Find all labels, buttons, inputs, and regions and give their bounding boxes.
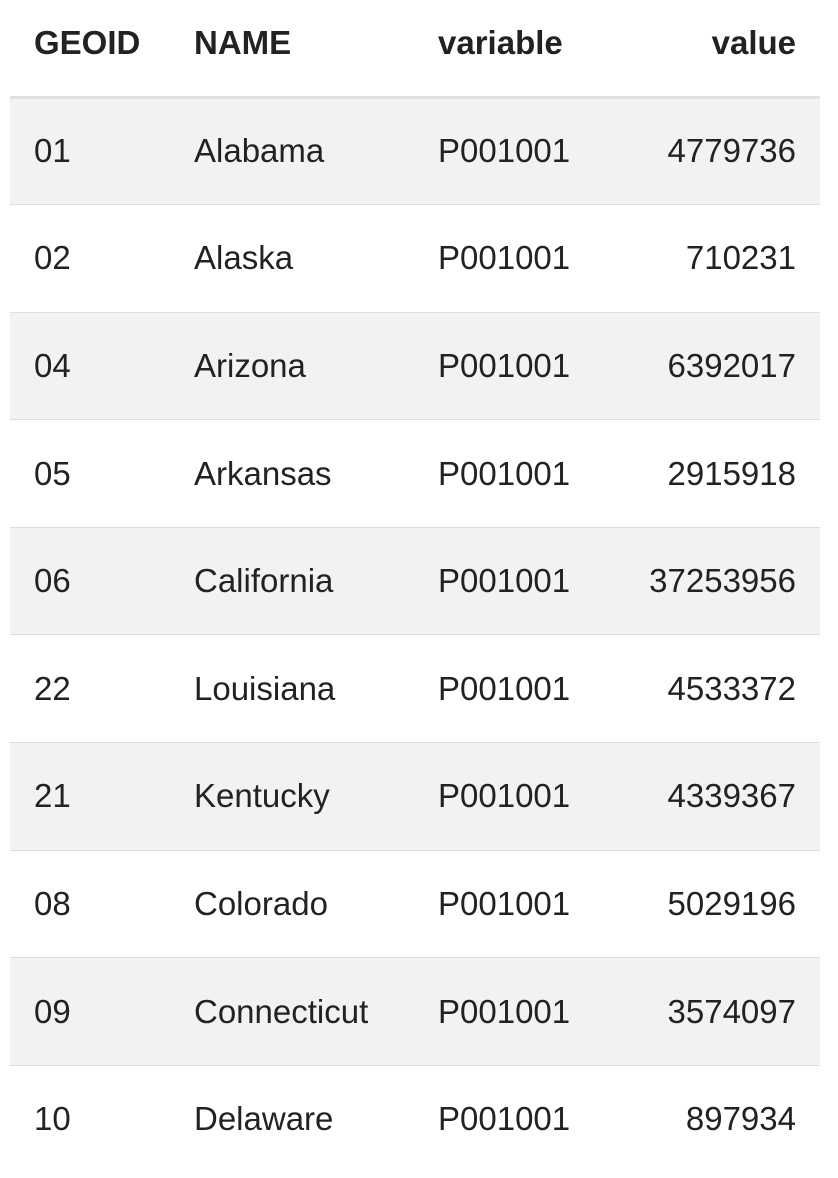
data-table: GEOID NAME variable value 01 Alabama P00… (10, 0, 820, 1173)
cell-name: Alabama (170, 97, 414, 205)
column-header-value[interactable]: value (604, 0, 820, 97)
table-row: 09 Connecticut P001001 3574097 (10, 958, 820, 1066)
cell-value: 710231 (604, 205, 820, 313)
cell-variable: P001001 (414, 743, 604, 851)
cell-value: 4779736 (604, 97, 820, 205)
column-header-variable[interactable]: variable (414, 0, 604, 97)
cell-name: Kentucky (170, 743, 414, 851)
cell-name: Arizona (170, 312, 414, 420)
cell-value: 2915918 (604, 420, 820, 528)
cell-geoid: 02 (10, 205, 170, 313)
cell-geoid: 22 (10, 635, 170, 743)
cell-name: California (170, 527, 414, 635)
cell-geoid: 04 (10, 312, 170, 420)
column-header-name[interactable]: NAME (170, 0, 414, 97)
cell-geoid: 06 (10, 527, 170, 635)
cell-variable: P001001 (414, 527, 604, 635)
cell-variable: P001001 (414, 97, 604, 205)
cell-name: Arkansas (170, 420, 414, 528)
cell-name: Louisiana (170, 635, 414, 743)
table-row: 10 Delaware P001001 897934 (10, 1065, 820, 1173)
cell-geoid: 21 (10, 743, 170, 851)
cell-value: 897934 (604, 1065, 820, 1173)
cell-value: 5029196 (604, 850, 820, 958)
cell-name: Connecticut (170, 958, 414, 1066)
table-row: 21 Kentucky P001001 4339367 (10, 743, 820, 851)
cell-variable: P001001 (414, 205, 604, 313)
cell-value: 6392017 (604, 312, 820, 420)
table-row: 08 Colorado P001001 5029196 (10, 850, 820, 958)
header-row: GEOID NAME variable value (10, 0, 820, 97)
table-row: 22 Louisiana P001001 4533372 (10, 635, 820, 743)
cell-value: 4339367 (604, 743, 820, 851)
table-row: 02 Alaska P001001 710231 (10, 205, 820, 313)
data-table-container: GEOID NAME variable value 01 Alabama P00… (10, 0, 820, 1173)
table-row: 04 Arizona P001001 6392017 (10, 312, 820, 420)
cell-geoid: 09 (10, 958, 170, 1066)
cell-geoid: 08 (10, 850, 170, 958)
cell-value: 4533372 (604, 635, 820, 743)
cell-variable: P001001 (414, 1065, 604, 1173)
cell-name: Alaska (170, 205, 414, 313)
table-body: 01 Alabama P001001 4779736 02 Alaska P00… (10, 97, 820, 1173)
cell-name: Colorado (170, 850, 414, 958)
cell-variable: P001001 (414, 635, 604, 743)
cell-name: Delaware (170, 1065, 414, 1173)
cell-value: 3574097 (604, 958, 820, 1066)
cell-variable: P001001 (414, 850, 604, 958)
cell-geoid: 10 (10, 1065, 170, 1173)
cell-value: 37253956 (604, 527, 820, 635)
table-header: GEOID NAME variable value (10, 0, 820, 97)
table-row: 05 Arkansas P001001 2915918 (10, 420, 820, 528)
cell-variable: P001001 (414, 958, 604, 1066)
column-header-geoid[interactable]: GEOID (10, 0, 170, 97)
cell-geoid: 05 (10, 420, 170, 528)
cell-variable: P001001 (414, 420, 604, 528)
table-row: 01 Alabama P001001 4779736 (10, 97, 820, 205)
cell-variable: P001001 (414, 312, 604, 420)
cell-geoid: 01 (10, 97, 170, 205)
table-row: 06 California P001001 37253956 (10, 527, 820, 635)
